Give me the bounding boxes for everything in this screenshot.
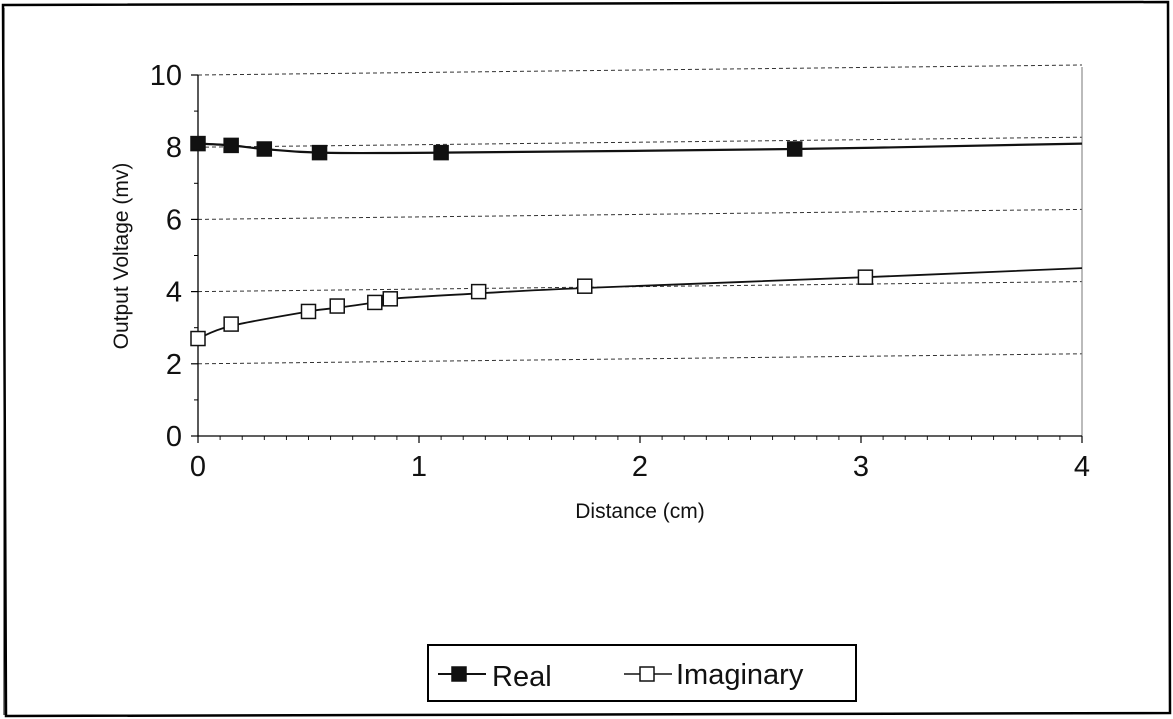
data-point-imaginary [470, 283, 487, 300]
y-tick-label-0: 0 [166, 421, 182, 453]
x-tick-label-2: 2 [632, 451, 648, 483]
x-tick-label-0: 0 [190, 451, 206, 483]
gridlines [197, 64, 1083, 365]
gridline-y-10 [197, 64, 1083, 76]
x-axis-title: Distance (cm) [575, 500, 705, 523]
y-tick-label-2: 2 [166, 349, 182, 381]
data-point-real [433, 144, 449, 161]
y-tick-label-6: 6 [166, 204, 182, 236]
tick-marks [191, 74, 1083, 443]
data-point-real [786, 141, 803, 157]
data-point-imaginary [190, 330, 206, 347]
x-tick-label-3: 3 [853, 451, 869, 483]
data-point-imaginary [329, 298, 345, 314]
data-point-real [311, 144, 328, 161]
legend-real-label: Real [492, 661, 552, 693]
series-layer [190, 135, 1083, 347]
data-point-imaginary [223, 316, 239, 332]
data-point-imaginary [382, 291, 399, 307]
data-point-real [190, 135, 206, 152]
y-tick-label-4: 4 [166, 277, 182, 309]
gridline-y-6 [197, 208, 1083, 220]
legend-real-marker [451, 666, 467, 682]
series-line-imaginary [197, 267, 1083, 340]
legend-imaginary-marker [639, 666, 655, 682]
y-tick-label-8: 8 [166, 132, 182, 164]
x-tick-label-1: 1 [411, 451, 427, 483]
series-line-real [197, 142, 1083, 155]
data-point-imaginary [857, 269, 874, 285]
data-point-imaginary [367, 294, 383, 311]
data-point-imaginary [577, 278, 593, 294]
data-point-imaginary [300, 303, 317, 320]
x-tick-label-4: 4 [1074, 451, 1090, 483]
legend: Real Imaginary [427, 644, 857, 702]
axes [197, 67, 1083, 437]
gridline-y-8 [197, 136, 1083, 148]
legend-imaginary-label: Imaginary [676, 659, 804, 691]
y-tick-label-10: 10 [150, 60, 182, 92]
y-axis-title: Output Voltage (mv) [110, 163, 133, 350]
data-point-real [256, 141, 273, 157]
plot-area: 0 2 4 6 8 10 0 1 2 3 4 [150, 60, 1090, 483]
data-point-real [223, 137, 239, 154]
tick-labels: 0 2 4 6 8 10 0 1 2 3 4 [150, 60, 1090, 483]
gridline-y-2 [197, 353, 1083, 365]
